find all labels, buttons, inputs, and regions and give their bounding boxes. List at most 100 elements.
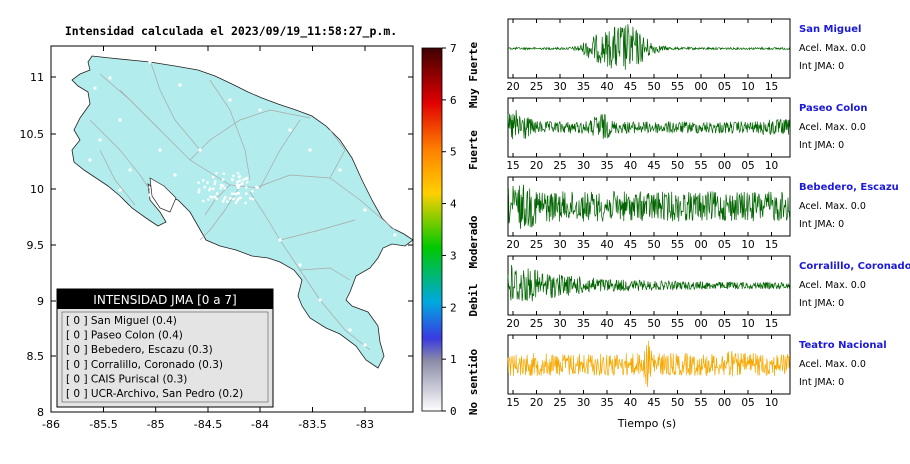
time-tick-label: 25	[530, 81, 543, 93]
road	[149, 59, 201, 151]
station-name: Corralillo, Coronado	[799, 261, 910, 272]
station-marker	[237, 191, 241, 195]
road	[99, 73, 261, 189]
station-marker	[198, 148, 202, 152]
station-marker	[245, 176, 249, 180]
time-tick-label: 25	[553, 160, 566, 172]
station-marker	[118, 188, 122, 192]
station-marker	[236, 180, 240, 184]
time-tick-label: 50	[647, 81, 660, 93]
gulf-of-nicoya	[149, 177, 177, 213]
intensity-legend: INTENSIDAD JMA [0 a 7] [ 0 ] San Miguel …	[56, 288, 274, 408]
station-marker	[338, 168, 342, 172]
station-marker	[211, 187, 215, 191]
station-int-jma: Int JMA: 0	[799, 219, 845, 230]
station-marker	[201, 199, 205, 203]
station-acel-max: Acel. Max. 0.0	[799, 122, 866, 133]
station-marker	[197, 190, 201, 194]
time-tick-label: 30	[553, 239, 566, 251]
waveform-panel: 20 25 30 35 40 45 50 55 00 05 10 15	[506, 18, 791, 93]
time-tick-label: 20	[506, 239, 519, 251]
waveform-trace	[507, 184, 790, 229]
station-marker	[248, 197, 252, 200]
time-tick-label: 30	[577, 160, 590, 172]
colorbar-tick-label: 1	[450, 353, 457, 366]
station-marker	[232, 197, 235, 201]
time-tick-label: 00	[718, 397, 731, 409]
colorbar-intensity-label: Fuerte	[467, 130, 480, 170]
waveform-panel: 20 25 30 35 40 45 50 55 00 05 10 15	[506, 176, 791, 251]
legend-item: [ 0 ] UCR-Archivo, San Pedro (0.2)	[66, 388, 243, 400]
station-marker	[235, 192, 239, 195]
station-marker	[251, 197, 255, 201]
time-tick-label: 35	[600, 160, 613, 172]
road	[204, 184, 231, 216]
time-tick-label: 25	[553, 397, 566, 409]
time-tick-label: 10	[741, 81, 754, 93]
station-marker	[222, 197, 226, 201]
waveform-panel: 20 25 30 35 40 45 50 55 00 05 10 15	[506, 255, 791, 330]
lon-tick-label: -85	[147, 418, 165, 431]
lat-tick-label: 10	[30, 183, 44, 196]
time-tick-label: 05	[741, 160, 754, 172]
station-marker	[238, 179, 242, 182]
time-tick-label: 20	[506, 318, 519, 330]
station-marker	[148, 193, 152, 197]
station-acel-max: Acel. Max. 0.0	[799, 43, 866, 54]
station-marker	[223, 195, 227, 199]
time-tick-label: 10	[741, 318, 754, 330]
station-name: Bebedero, Escazu	[799, 182, 899, 193]
map-title: Intensidad calculada el 2023/09/19_11:58…	[65, 24, 397, 39]
road	[259, 119, 301, 189]
lon-tick-label: -84	[251, 418, 269, 431]
station-marker	[244, 201, 247, 205]
station-marker	[298, 263, 302, 267]
station-marker	[233, 192, 237, 196]
station-int-jma: Int JMA: 0	[799, 61, 845, 72]
time-tick-label: 50	[671, 397, 684, 409]
station-marker	[98, 138, 102, 142]
station-marker	[128, 168, 132, 172]
road	[279, 219, 356, 241]
station-marker	[241, 178, 245, 182]
waveform-frame	[507, 18, 791, 79]
station-marker	[288, 128, 292, 132]
colorbar-intensity-label: Debil	[467, 283, 480, 316]
time-tick-label: 15	[765, 81, 778, 93]
station-marker	[207, 198, 210, 201]
station-marker	[223, 187, 227, 190]
road	[329, 129, 346, 179]
time-tick-label: 00	[718, 160, 731, 172]
time-tick-label: 00	[694, 81, 707, 93]
station-marker	[244, 186, 248, 189]
time-tick-label: 05	[718, 81, 731, 93]
time-tick-label: 50	[647, 318, 660, 330]
time-tick-label: 40	[600, 318, 613, 330]
time-tick-label: 50	[647, 239, 660, 251]
road	[99, 149, 136, 206]
time-tick-label: 40	[600, 81, 613, 93]
time-tick-label: 45	[624, 239, 637, 251]
station-marker	[230, 178, 234, 181]
station-marker	[393, 233, 397, 237]
colorbar-gradient	[421, 47, 443, 412]
time-tick-label: 30	[553, 81, 566, 93]
station-marker	[221, 184, 224, 188]
road	[89, 119, 151, 191]
time-tick-label: 10	[741, 239, 754, 251]
colorbar-intensity-label: No sentido	[467, 349, 480, 416]
legend-header	[57, 289, 273, 309]
station-marker	[278, 238, 282, 242]
lat-tick-label: 11	[30, 71, 44, 84]
time-tick-label: 35	[577, 239, 590, 251]
station-marker	[118, 118, 122, 122]
colorbar-tick-label: 4	[450, 198, 457, 211]
intensity-colorbar: 7 6 5 4 3 2 1 0 Muy Fuerte Fuerte Moderado Debil No…	[421, 42, 480, 418]
legend-item: [ 0 ] CAIS Puriscal (0.3)	[66, 373, 187, 385]
station-marker	[239, 196, 242, 200]
station-acel-max: Acel. Max. 0.0	[799, 280, 866, 291]
road	[189, 109, 311, 161]
map-frame	[50, 45, 414, 413]
waveform-panel: 15 20 25 30 35 40 45 50 55 00 05 10	[506, 334, 791, 409]
